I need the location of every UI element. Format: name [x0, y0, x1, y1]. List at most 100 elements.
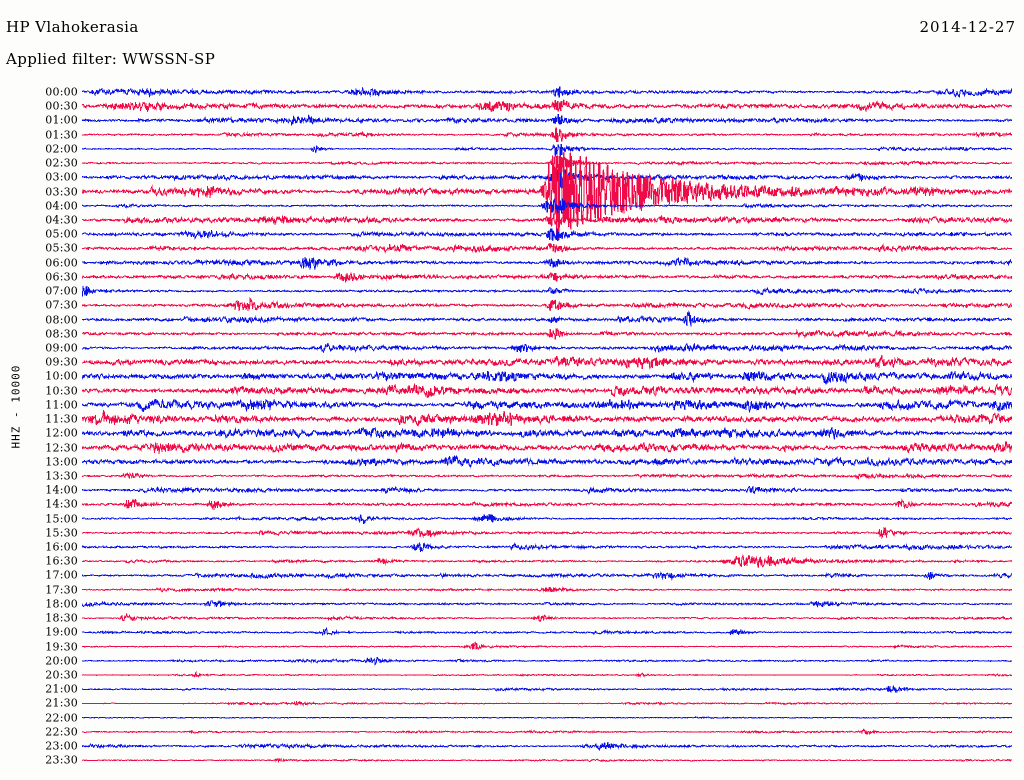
- time-axis-label: 10:30: [45, 384, 78, 398]
- time-axis-label: 11:30: [45, 412, 78, 426]
- seismogram-traces: [82, 86, 1012, 764]
- trace-row: [82, 656, 1012, 666]
- trace-row: [82, 526, 1012, 540]
- time-axis-label: 17:00: [45, 568, 78, 582]
- time-axis-label: 11:00: [45, 398, 78, 412]
- trace-row: [82, 541, 1012, 552]
- trace-row: [82, 742, 1012, 752]
- trace-row: [82, 370, 1012, 386]
- trace-row: [82, 327, 1012, 340]
- trace-row: [82, 553, 1012, 568]
- time-axis-label: 17:30: [45, 583, 78, 597]
- trace-row: [82, 716, 1012, 720]
- time-axis-label: 13:30: [45, 469, 78, 483]
- trace-row: [82, 285, 1012, 297]
- trace-row: [82, 256, 1012, 270]
- trace-row: [82, 154, 1012, 172]
- time-axis-label: 09:30: [45, 355, 78, 369]
- date-label: 2014-12-27: [919, 18, 1016, 36]
- time-axis-label: 08:30: [45, 327, 78, 341]
- time-axis-label: 01:00: [45, 113, 78, 127]
- time-axis-label: 03:30: [45, 185, 78, 199]
- time-axis-label: 10:00: [45, 369, 78, 383]
- trace-row: [82, 213, 1012, 228]
- trace-row: [82, 197, 1012, 214]
- trace-row: [82, 571, 1012, 582]
- trace-row: [82, 600, 1012, 609]
- time-axis-label: 18:00: [45, 597, 78, 611]
- trace-row: [82, 409, 1012, 427]
- trace-row: [82, 757, 1012, 764]
- seismogram-trace-area: [82, 0, 1012, 780]
- time-axis-label: 00:30: [45, 99, 78, 113]
- time-axis-label: 04:00: [45, 199, 78, 213]
- time-axis-label: 20:00: [45, 654, 78, 668]
- trace-row: [82, 354, 1012, 371]
- trace-row: [82, 126, 1012, 143]
- trace-row: [82, 472, 1012, 481]
- time-axis-label: 01:30: [45, 128, 78, 142]
- trace-row: [82, 151, 1012, 240]
- time-axis-label: 16:00: [45, 540, 78, 554]
- trace-row: [82, 398, 1012, 414]
- trace-row: [82, 586, 1012, 594]
- time-axis-label: 03:00: [45, 170, 78, 184]
- time-axis-label: 19:30: [45, 640, 78, 654]
- time-axis-label: 06:00: [45, 256, 78, 270]
- time-axis-label: 05:30: [45, 241, 78, 255]
- time-axis-label: 13:00: [45, 455, 78, 469]
- time-axis-label: 02:30: [45, 156, 78, 170]
- time-axis-label: 12:30: [45, 441, 78, 454]
- trace-row: [82, 227, 1012, 242]
- trace-row: [82, 498, 1012, 510]
- time-axis-label: 07:30: [45, 298, 78, 312]
- trace-row: [82, 641, 1012, 650]
- time-axis-label: 22:00: [45, 711, 78, 725]
- time-axis-label: 06:30: [45, 270, 78, 284]
- trace-row: [82, 671, 1012, 678]
- trace-row: [82, 310, 1012, 327]
- trace-row: [82, 383, 1012, 398]
- time-axis-label: 07:00: [45, 284, 78, 298]
- time-axis-label: 14:30: [45, 497, 78, 511]
- trace-row: [82, 86, 1012, 99]
- trace-row: [82, 514, 1012, 524]
- time-axis-label: 15:30: [45, 526, 78, 540]
- time-axis-label: 12:00: [45, 426, 78, 440]
- time-axis-label: 21:00: [45, 682, 78, 696]
- time-axis-label: 18:30: [45, 611, 78, 625]
- trace-row: [82, 440, 1012, 455]
- trace-row: [82, 242, 1012, 254]
- time-axis-label: 08:00: [45, 313, 78, 327]
- trace-row: [82, 342, 1012, 354]
- trace-row: [82, 454, 1012, 469]
- time-axis-label: 09:00: [45, 341, 78, 355]
- trace-row: [82, 685, 1012, 694]
- trace-row: [82, 612, 1012, 623]
- trace-row: [82, 426, 1012, 440]
- trace-row: [82, 728, 1012, 736]
- trace-row: [82, 700, 1012, 707]
- time-axis-label: 16:30: [45, 554, 78, 568]
- time-axis-label: 04:30: [45, 213, 78, 227]
- time-axis-label: 23:00: [45, 739, 78, 753]
- trace-row: [82, 166, 1012, 191]
- trace-row: [82, 626, 1012, 637]
- trace-row: [82, 98, 1012, 113]
- time-axis-label: 19:00: [45, 625, 78, 639]
- trace-row: [82, 297, 1012, 312]
- time-axis-label: 20:30: [45, 668, 78, 682]
- trace-row: [82, 271, 1012, 283]
- time-axis-label: 22:30: [45, 725, 78, 739]
- page-title: HP Vlahokerasia: [6, 18, 139, 36]
- time-axis-label: 05:00: [45, 227, 78, 241]
- time-axis-label: 23:30: [45, 753, 78, 767]
- applied-filter-label: Applied filter: WWSSN-SP: [6, 50, 216, 68]
- time-axis-label: 14:00: [45, 483, 78, 497]
- time-axis-label: 15:00: [45, 512, 78, 526]
- trace-row: [82, 113, 1012, 126]
- time-axis-label: 21:30: [45, 696, 78, 710]
- time-axis-label: 02:00: [45, 142, 78, 156]
- time-axis-label: 00:00: [45, 85, 78, 99]
